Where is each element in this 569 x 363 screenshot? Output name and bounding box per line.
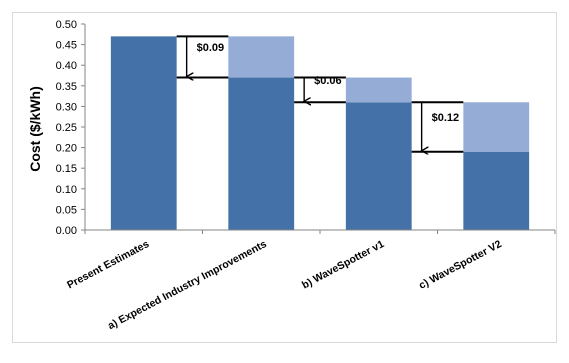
bar-reduction-3 (463, 102, 530, 152)
bar-cost-0 (110, 36, 177, 230)
delta-label-2: $0.12 (432, 112, 460, 124)
y-tick-label: 0.05 (56, 204, 77, 216)
bar-cost-2 (345, 102, 412, 230)
y-tick-label: 0.20 (56, 143, 77, 155)
delta-label-0: $0.09 (197, 42, 225, 54)
y-tick-label: 0.00 (56, 225, 77, 237)
annotations-group: $0.09 $0.06 $0.12 (176, 35, 464, 151)
bar-cost-3 (463, 151, 530, 230)
bar-cost-1 (228, 77, 295, 230)
y-tick-label: 0.15 (56, 163, 77, 175)
bar-reduction-2 (345, 77, 412, 103)
y-tick-label: 0.35 (56, 81, 77, 93)
y-tick-label: 0.45 (56, 40, 77, 52)
y-tick-label: 0.25 (56, 122, 77, 134)
y-axis-title: Cost ($/kWh) (27, 86, 43, 172)
y-tick-label: 0.40 (56, 60, 77, 72)
y-tick-label: 0.10 (56, 184, 77, 196)
delta-label-1: $0.06 (314, 75, 342, 87)
bar-reduction-1 (228, 36, 295, 78)
bars-group (110, 36, 530, 230)
y-tick-label: 0.50 (56, 19, 77, 31)
y-tick-label: 0.30 (56, 101, 77, 113)
